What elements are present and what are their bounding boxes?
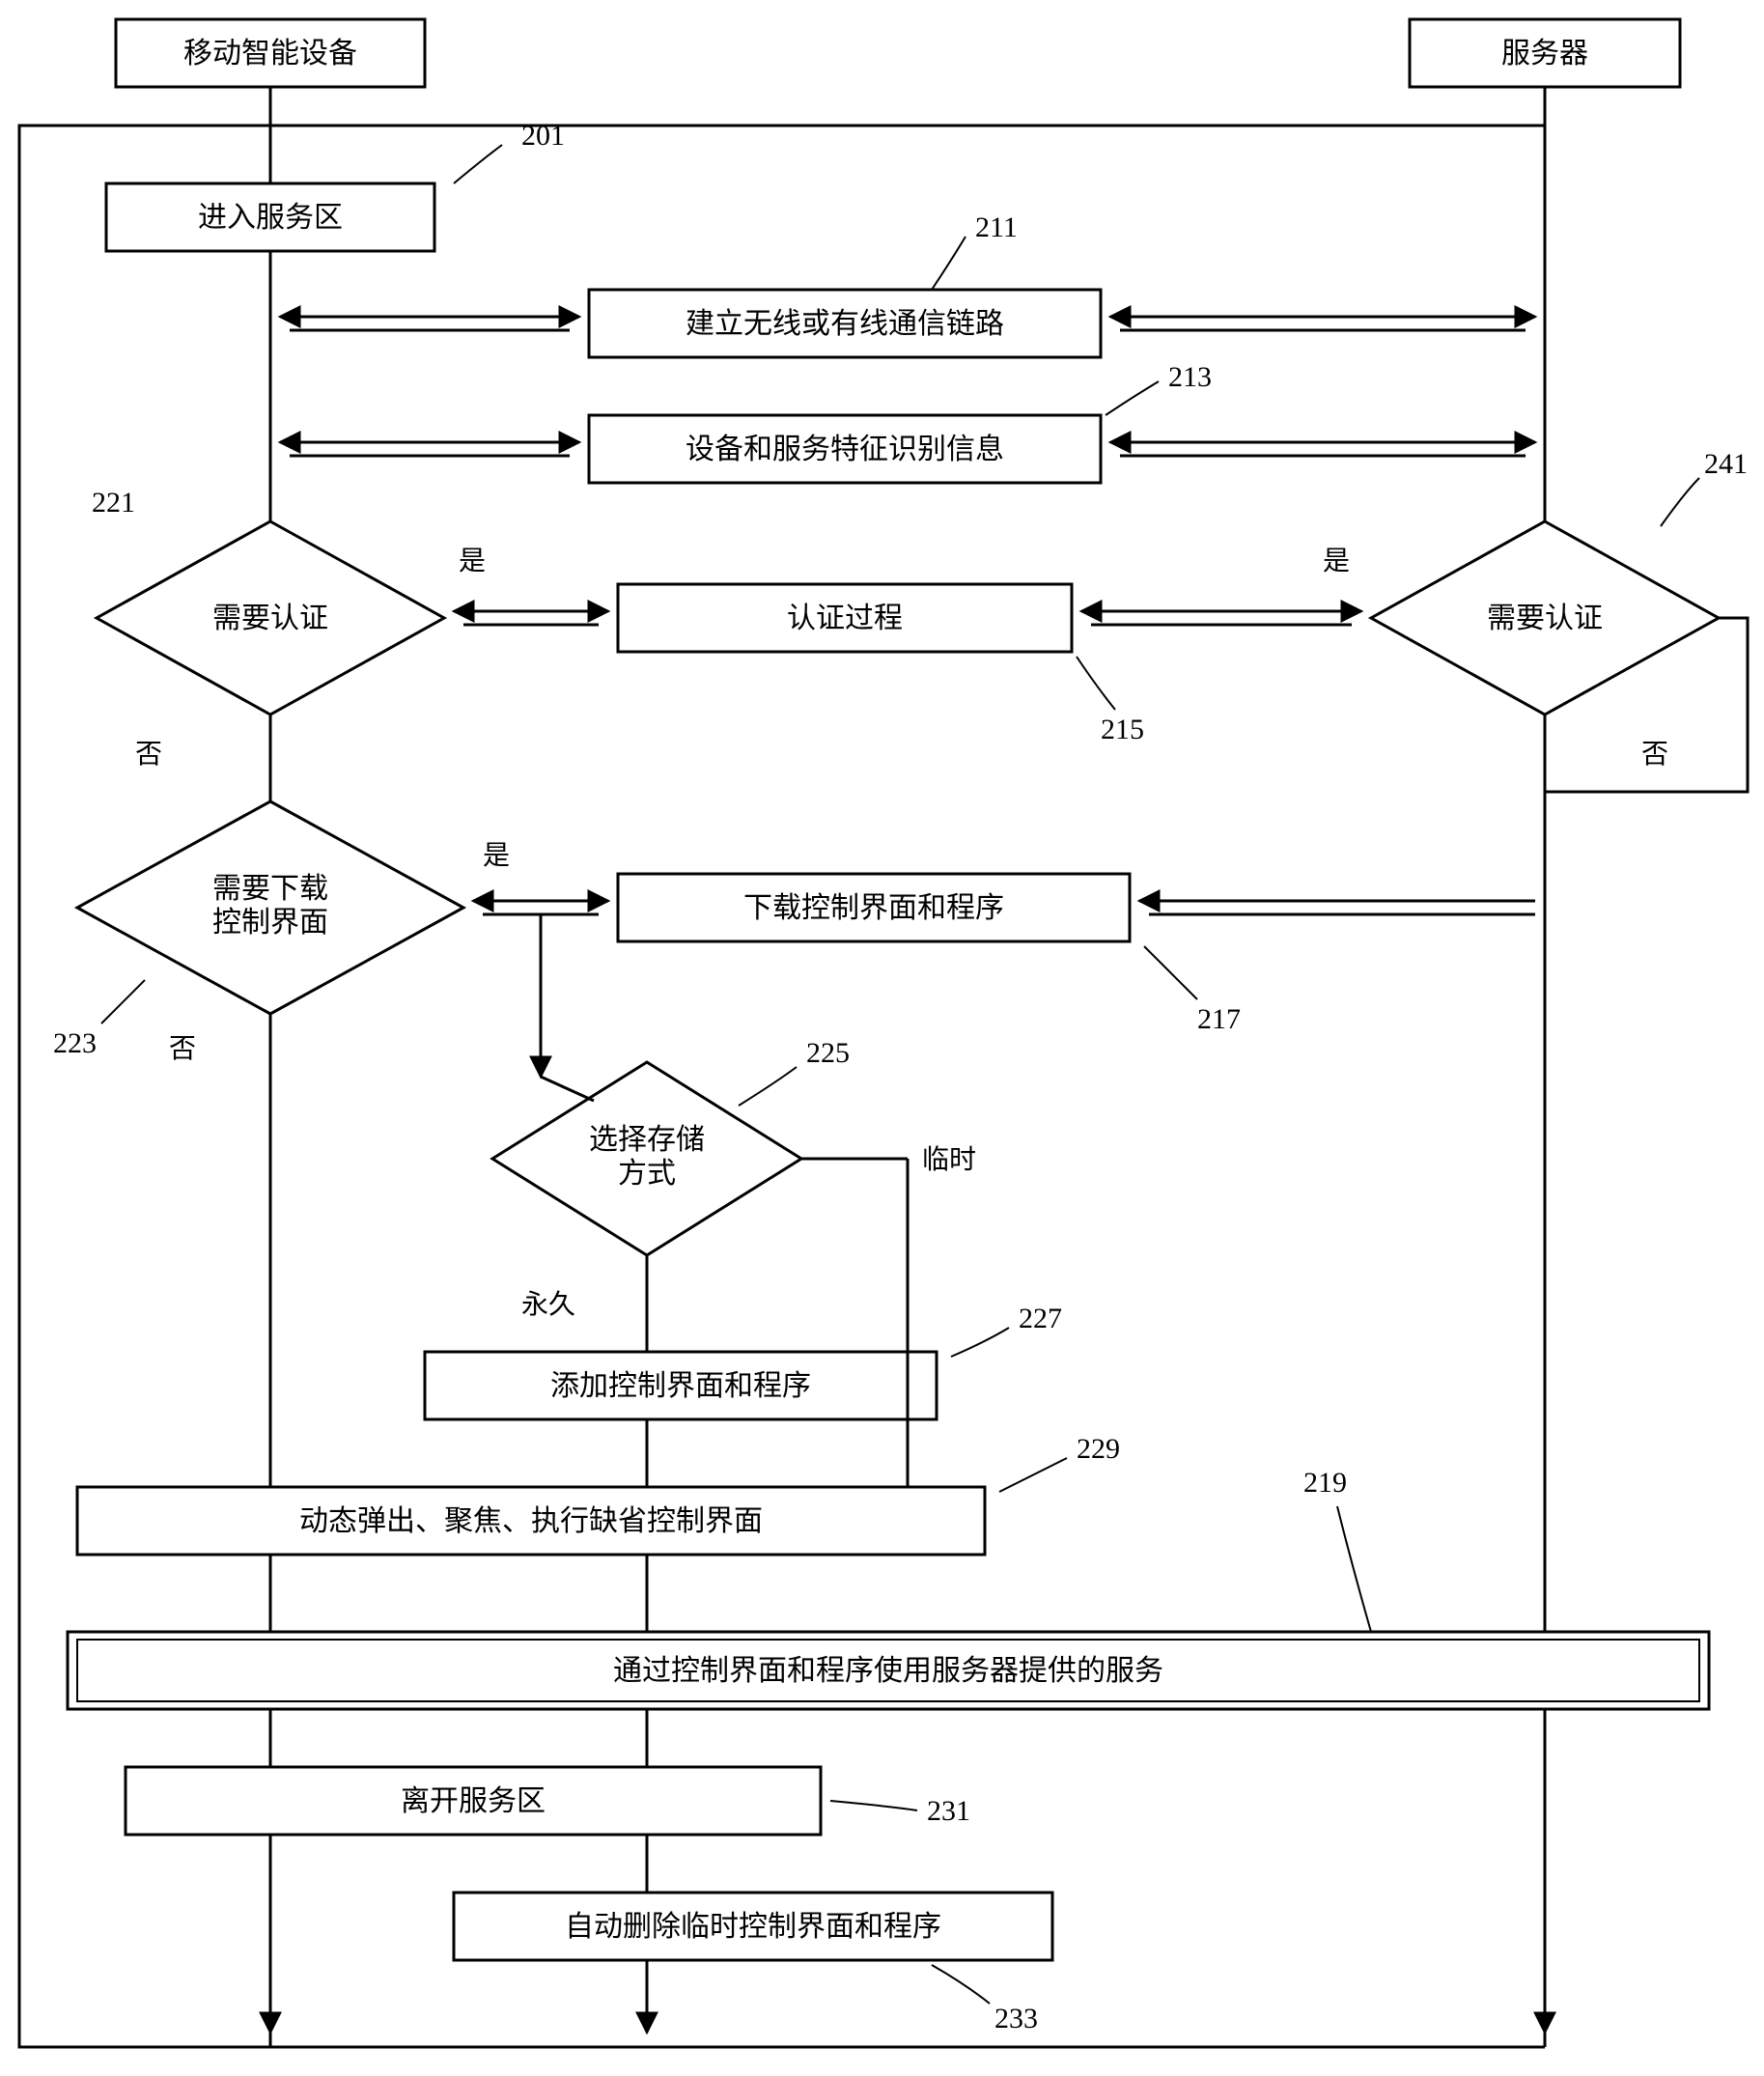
node-231: 离开服务区 [126,1767,821,1835]
node-211: 建立无线或有线通信链路 [589,290,1101,357]
arrow-223-217 [473,901,608,914]
node-221: 需要认证 [97,521,444,715]
node-233: 自动删除临时控制界面和程序 [454,1893,1052,1960]
arrow-241-215 [1081,611,1361,625]
ref-231-line [830,1801,917,1810]
node-227-label: 添加控制界面和程序 [550,1370,811,1402]
node-201-label: 进入服务区 [198,202,343,234]
arrow-211-right [1110,317,1535,330]
node-241: 需要认证 [1371,521,1719,715]
ref-233-line [932,1965,990,2004]
node-225-label2: 方式 [618,1158,676,1190]
node-229-label: 动态弹出、聚焦、执行缺省控制界面 [299,1505,763,1537]
node-213: 设备和服务特征识别信息 [589,415,1101,483]
node-223-yes: 是 [483,841,510,871]
node-223-label2: 控制界面 [212,907,328,939]
node-217-label: 下载控制界面和程序 [743,892,1004,924]
node-227: 添加控制界面和程序 [425,1352,937,1419]
node-219-label: 通过控制界面和程序使用服务器提供的服务 [613,1655,1163,1687]
ref-219-line [1337,1506,1371,1632]
header-server-label: 服务器 [1501,38,1588,70]
header-device-label: 移动智能设备 [183,38,357,70]
node-231-label: 离开服务区 [401,1785,546,1817]
arrow-213-right [1110,442,1535,456]
ref-213-line [1106,381,1159,415]
ref-211-line [932,237,966,290]
header-server: 服务器 [1410,19,1680,87]
ref-211: 211 [975,211,1018,243]
node-225-perm: 永久 [521,1289,575,1320]
ref-225: 225 [806,1037,850,1069]
ref-223: 223 [53,1027,97,1059]
node-221-label: 需要认证 [212,603,328,634]
node-225-temp: 临时 [922,1144,976,1175]
arrow-221-215 [454,611,608,625]
node-241-no: 否 [1641,740,1668,770]
arrow-server-217 [1139,901,1535,914]
ref-201-line [454,145,502,183]
node-201: 进入服务区 [106,183,434,251]
arrow-213-left [280,442,579,456]
ref-221: 221 [92,487,135,519]
node-215: 认证过程 [618,584,1072,652]
node-229: 动态弹出、聚焦、执行缺省控制界面 [77,1487,985,1555]
ref-213: 213 [1168,361,1212,393]
ref-227-line [951,1328,1009,1357]
node-233-label: 自动删除临时控制界面和程序 [565,1911,941,1943]
ref-217-line [1144,946,1197,999]
line-225-top [541,1077,594,1101]
node-241-yes: 是 [1323,547,1350,576]
node-241-label: 需要认证 [1487,603,1603,634]
node-213-label: 设备和服务特征识别信息 [686,434,1004,465]
ref-229: 229 [1077,1433,1120,1465]
ref-219: 219 [1303,1467,1347,1499]
ref-241: 241 [1704,448,1748,480]
ref-225-line [739,1067,797,1106]
ref-223-line [101,980,145,1024]
node-225-label1: 选择存储 [589,1124,705,1156]
ref-215-line [1077,657,1115,710]
node-219: 通过控制界面和程序使用服务器提供的服务 [68,1632,1709,1709]
node-223-label1: 需要下载 [212,873,328,905]
ref-231: 231 [927,1795,970,1827]
node-211-label: 建立无线或有线通信链路 [686,308,1004,340]
ref-229-line [999,1458,1067,1492]
ref-233: 233 [994,2003,1038,2034]
node-221-no: 否 [135,740,162,770]
arrow-211-left [280,317,579,330]
ref-217: 217 [1197,1003,1241,1035]
node-225: 选择存储 方式 [492,1062,801,1255]
node-223: 需要下载 控制界面 [77,801,463,1014]
ref-241-line [1661,478,1699,526]
node-221-yes: 是 [459,547,486,576]
header-device: 移动智能设备 [116,19,425,87]
node-223-no: 否 [169,1034,196,1064]
ref-215: 215 [1101,714,1144,745]
ref-227: 227 [1019,1303,1062,1334]
node-217: 下载控制界面和程序 [618,874,1130,941]
node-215-label: 认证过程 [787,603,903,634]
